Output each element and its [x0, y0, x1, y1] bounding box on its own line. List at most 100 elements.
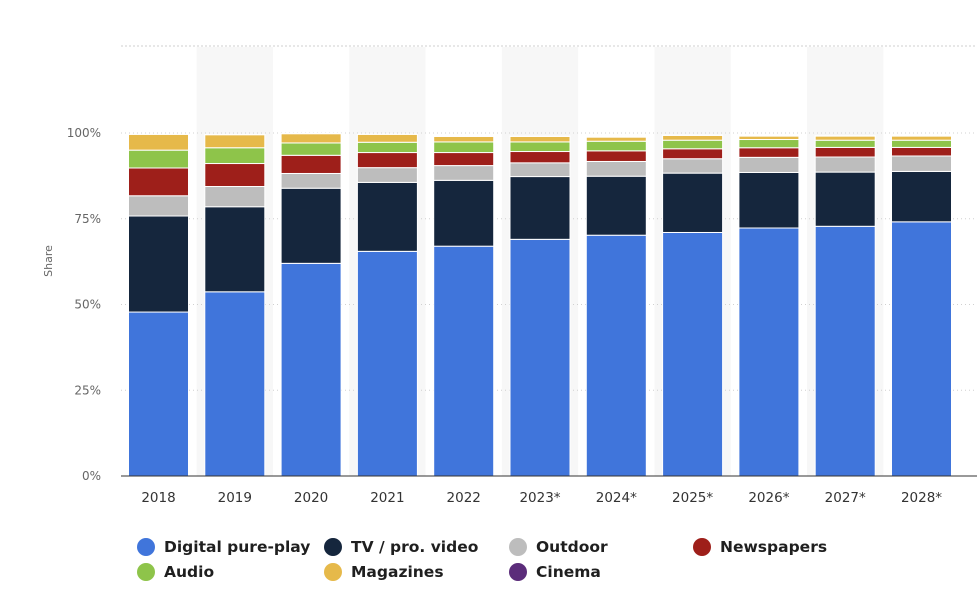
bar-segment [356, 133, 418, 143]
bar-segment [891, 170, 952, 223]
x-tick-label: 2026* [748, 490, 789, 506]
bar-segment [814, 146, 876, 158]
bar-segment [128, 133, 189, 151]
x-axis-tick-labels: 2018 2019 2020 2021 2022 2023* 2024* 2025* 2026*… [141, 490, 942, 506]
bar-segment [814, 135, 876, 141]
legend-label: Outdoor [536, 538, 608, 556]
bar-segment [891, 146, 952, 157]
bar-segment [585, 175, 647, 236]
x-tick-label: 2019 [218, 490, 252, 506]
bar-segment [433, 179, 495, 247]
legend-swatch [509, 538, 527, 556]
bar-segment [433, 245, 495, 477]
bar-segment [738, 156, 800, 173]
bar-segment [128, 215, 189, 313]
bar-segment [738, 171, 800, 229]
y-tick-label: 25% [74, 383, 101, 397]
bar-segment [280, 172, 342, 189]
x-tick-label: 2022 [447, 490, 481, 506]
bar-segment [738, 135, 800, 141]
y-tick-label: 0% [82, 469, 101, 483]
bar-segment [433, 152, 495, 167]
bar-segment [356, 167, 418, 183]
legend-label: Magazines [351, 563, 444, 581]
bar-segment [280, 142, 342, 156]
bar-segment [585, 136, 647, 142]
bar-segment [662, 134, 724, 141]
bar-segment [509, 151, 571, 164]
legend-swatch [137, 538, 155, 556]
bar-segment [204, 186, 266, 208]
legend-item[interactable]: Outdoor [509, 538, 608, 556]
legend-item[interactable]: Audio [137, 563, 214, 581]
bar-segment [509, 176, 571, 240]
bar-segment [662, 158, 724, 174]
bar-segment [128, 311, 189, 477]
bar-segment [128, 195, 189, 217]
bar-segment [433, 165, 495, 181]
bar-segment [814, 156, 876, 173]
bar-segment [891, 139, 952, 148]
bar-segment [662, 172, 724, 233]
bar-segment [738, 139, 800, 149]
x-tick-label: 2024* [596, 490, 637, 506]
bar-segment [585, 140, 647, 152]
bar-segment [738, 147, 800, 158]
y-axis-tick-labels: 0% 25% 50% 75% 100% [67, 126, 101, 483]
x-tick-label: 2018 [141, 490, 175, 506]
legend-swatch [324, 538, 342, 556]
bar-segment [509, 162, 571, 178]
bar-segment [280, 154, 342, 174]
legend-item[interactable]: Magazines [324, 563, 444, 581]
x-tick-label: 2027* [825, 490, 866, 506]
legend-label: Cinema [536, 563, 601, 581]
bar-segment [356, 181, 418, 252]
bar-segment [814, 225, 876, 477]
bar-segment [509, 238, 571, 477]
bar-segment [585, 150, 647, 162]
legend-swatch [509, 563, 527, 581]
legend-item[interactable]: Digital pure-play [137, 538, 310, 556]
bar-segment [356, 141, 418, 154]
bar-segment [128, 167, 189, 197]
bar-segment [891, 155, 952, 172]
bar-segment [433, 141, 495, 154]
legend-item[interactable]: Cinema [509, 563, 601, 581]
x-tick-label: 2028* [901, 490, 942, 506]
bar-segment [280, 187, 342, 264]
x-tick-label: 2023* [519, 490, 560, 506]
bar-segment [891, 221, 952, 477]
legend-label: Digital pure-play [164, 538, 311, 556]
bar-segment [509, 135, 571, 143]
legend-label: Newspapers [720, 538, 828, 556]
bar-segment [662, 139, 724, 150]
legend-swatch [324, 563, 342, 581]
y-tick-label: 100% [67, 126, 101, 140]
bar-segment [204, 206, 266, 293]
x-tick-label: 2021 [370, 490, 404, 506]
bar-segment [891, 135, 952, 141]
bar-segment [204, 163, 266, 188]
bar-segment [356, 250, 418, 477]
bar-segment [204, 291, 266, 477]
legend-item[interactable]: Newspapers [693, 538, 827, 556]
bar-segment [662, 231, 724, 477]
bar-segment [128, 149, 189, 169]
bar-segment [356, 152, 418, 169]
bar-segment [509, 141, 571, 153]
legend-label: Audio [164, 563, 215, 581]
bar-segment [433, 135, 495, 143]
x-tick-label: 2020 [294, 490, 328, 506]
bar-segment [280, 133, 342, 144]
legend-item[interactable]: TV / pro. video [324, 538, 478, 556]
legend-swatch [137, 563, 155, 581]
bar-segment [585, 160, 647, 177]
y-tick-label: 75% [74, 212, 101, 226]
x-tick-label: 2025* [672, 490, 713, 506]
y-tick-label: 50% [74, 298, 101, 312]
legend-swatch [693, 538, 711, 556]
bar-segment [280, 262, 342, 477]
bar-segment [585, 234, 647, 477]
bar-segment [204, 147, 266, 165]
